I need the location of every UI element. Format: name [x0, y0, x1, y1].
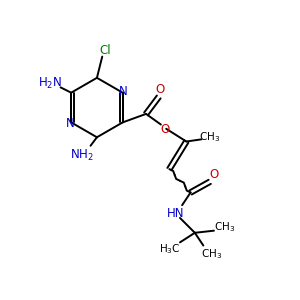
Text: H$_3$C: H$_3$C	[159, 242, 180, 256]
Text: CH$_3$: CH$_3$	[199, 130, 220, 144]
Text: H$_2$N: H$_2$N	[38, 76, 62, 91]
Text: CH$_3$: CH$_3$	[201, 247, 222, 261]
Text: N: N	[66, 117, 74, 130]
Text: Cl: Cl	[100, 44, 111, 57]
Text: O: O	[160, 123, 170, 136]
Text: HN: HN	[167, 207, 184, 220]
Text: NH$_2$: NH$_2$	[70, 148, 94, 163]
Text: O: O	[155, 83, 164, 96]
Text: N: N	[119, 85, 128, 98]
Text: CH$_3$: CH$_3$	[214, 220, 235, 234]
Text: O: O	[209, 168, 219, 181]
